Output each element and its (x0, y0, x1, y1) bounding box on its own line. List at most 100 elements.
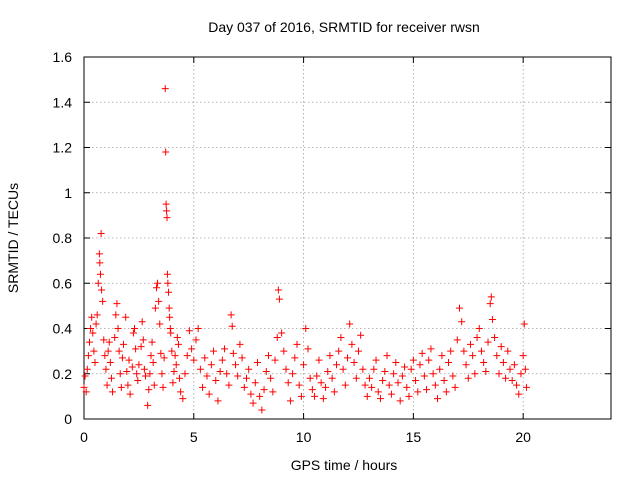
data-point (282, 365, 290, 373)
data-point (147, 352, 155, 360)
data-point (416, 361, 424, 369)
y-tick-label: 1 (64, 185, 72, 201)
data-point (519, 352, 527, 360)
data-point (112, 311, 120, 319)
data-point (392, 358, 400, 366)
data-point (245, 365, 253, 373)
chart-title: Day 037 of 2016, SRMTID for receiver rws… (208, 19, 480, 35)
data-point (317, 379, 325, 387)
data-point (300, 361, 308, 369)
data-point (80, 383, 88, 391)
data-point (169, 379, 177, 387)
data-point (115, 347, 123, 355)
data-point (471, 370, 479, 378)
data-point (275, 295, 283, 303)
data-point (240, 383, 248, 391)
data-point (396, 397, 404, 405)
data-point (337, 334, 345, 342)
data-point (274, 286, 282, 294)
x-tick-label: 0 (80, 429, 88, 445)
data-point (140, 365, 148, 373)
data-point (286, 397, 294, 405)
data-point (414, 388, 422, 396)
data-point (122, 313, 130, 321)
data-point (308, 386, 316, 394)
data-point (352, 374, 360, 382)
data-point (203, 372, 211, 380)
y-tick-label: 0.2 (53, 366, 73, 382)
data-point (344, 354, 351, 362)
data-point (158, 370, 166, 378)
data-point (434, 395, 442, 403)
data-point (210, 347, 218, 355)
data-point (464, 374, 472, 382)
data-point (105, 338, 113, 346)
x-tick-label: 20 (515, 429, 531, 445)
data-point (92, 320, 100, 328)
data-point (164, 279, 172, 287)
data-point (506, 365, 514, 373)
data-point (166, 313, 174, 321)
data-point (431, 381, 439, 389)
data-point (354, 347, 362, 355)
data-point (97, 229, 105, 237)
data-point (258, 406, 266, 414)
data-point (168, 347, 176, 355)
data-point (341, 381, 349, 389)
data-point (137, 343, 145, 351)
data-point (370, 365, 378, 373)
data-point (192, 336, 200, 344)
data-point (162, 200, 170, 208)
data-point (126, 390, 134, 398)
data-point (409, 356, 417, 364)
data-point (398, 372, 406, 380)
data-point (170, 367, 178, 375)
data-point (125, 356, 133, 364)
data-point (185, 327, 193, 335)
data-point (304, 345, 312, 353)
data-point (177, 388, 185, 396)
data-point (236, 340, 244, 348)
data-point (181, 370, 189, 378)
y-tick-label: 0.6 (53, 275, 73, 291)
data-point (504, 347, 512, 355)
y-tick-label: 1.2 (53, 140, 73, 156)
data-point (172, 361, 180, 369)
data-point (106, 358, 114, 366)
data-point (264, 352, 272, 360)
data-point (440, 377, 448, 385)
data-point (466, 340, 474, 348)
data-point (85, 338, 93, 346)
data-point (359, 365, 367, 373)
x-tick-label: 5 (190, 429, 198, 445)
data-point (95, 250, 103, 258)
data-point (385, 381, 393, 389)
data-point (199, 383, 207, 391)
data-point (120, 340, 128, 348)
data-point (418, 349, 426, 357)
data-point (117, 383, 125, 391)
data-point (144, 401, 152, 409)
data-point (216, 367, 224, 375)
data-point (113, 300, 121, 308)
data-point (455, 304, 463, 312)
data-point (190, 356, 198, 364)
y-tick-label: 0 (64, 411, 72, 427)
data-point (194, 325, 202, 332)
data-point (148, 338, 156, 346)
data-point (458, 318, 466, 326)
data-point (154, 279, 162, 287)
data-point (372, 356, 380, 364)
data-point (339, 365, 347, 373)
data-point (484, 338, 492, 346)
data-point (322, 383, 330, 391)
data-point (447, 347, 455, 355)
data-point (201, 354, 209, 362)
data-point (427, 345, 435, 353)
data-point (284, 379, 292, 387)
data-point (368, 383, 376, 391)
data-point (157, 349, 165, 357)
data-point (218, 356, 226, 364)
data-point (387, 390, 395, 398)
